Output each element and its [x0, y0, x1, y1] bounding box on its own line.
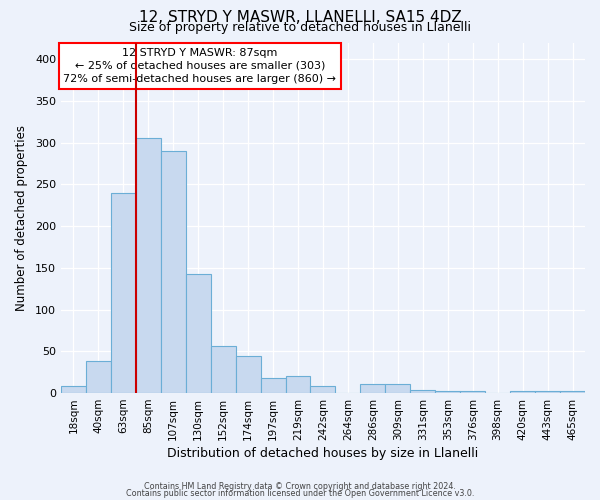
- Bar: [435, 390, 460, 393]
- X-axis label: Distribution of detached houses by size in Llanelli: Distribution of detached houses by size …: [167, 447, 479, 460]
- Text: Size of property relative to detached houses in Llanelli: Size of property relative to detached ho…: [129, 21, 471, 34]
- Bar: [161, 151, 186, 393]
- Bar: [286, 376, 310, 393]
- Bar: [361, 384, 385, 393]
- Bar: [111, 192, 136, 393]
- Bar: [260, 378, 286, 393]
- Bar: [535, 392, 560, 393]
- Bar: [510, 390, 535, 393]
- Text: Contains public sector information licensed under the Open Government Licence v3: Contains public sector information licen…: [126, 489, 474, 498]
- Text: 12 STRYD Y MASWR: 87sqm
← 25% of detached houses are smaller (303)
72% of semi-d: 12 STRYD Y MASWR: 87sqm ← 25% of detache…: [64, 48, 337, 84]
- Bar: [410, 390, 435, 393]
- Bar: [61, 386, 86, 393]
- Y-axis label: Number of detached properties: Number of detached properties: [15, 125, 28, 311]
- Bar: [136, 138, 161, 393]
- Bar: [310, 386, 335, 393]
- Text: Contains HM Land Registry data © Crown copyright and database right 2024.: Contains HM Land Registry data © Crown c…: [144, 482, 456, 491]
- Bar: [236, 356, 260, 393]
- Bar: [560, 390, 585, 393]
- Bar: [211, 346, 236, 393]
- Bar: [86, 362, 111, 393]
- Bar: [460, 390, 485, 393]
- Text: 12, STRYD Y MASWR, LLANELLI, SA15 4DZ: 12, STRYD Y MASWR, LLANELLI, SA15 4DZ: [139, 10, 461, 25]
- Bar: [186, 274, 211, 393]
- Bar: [385, 384, 410, 393]
